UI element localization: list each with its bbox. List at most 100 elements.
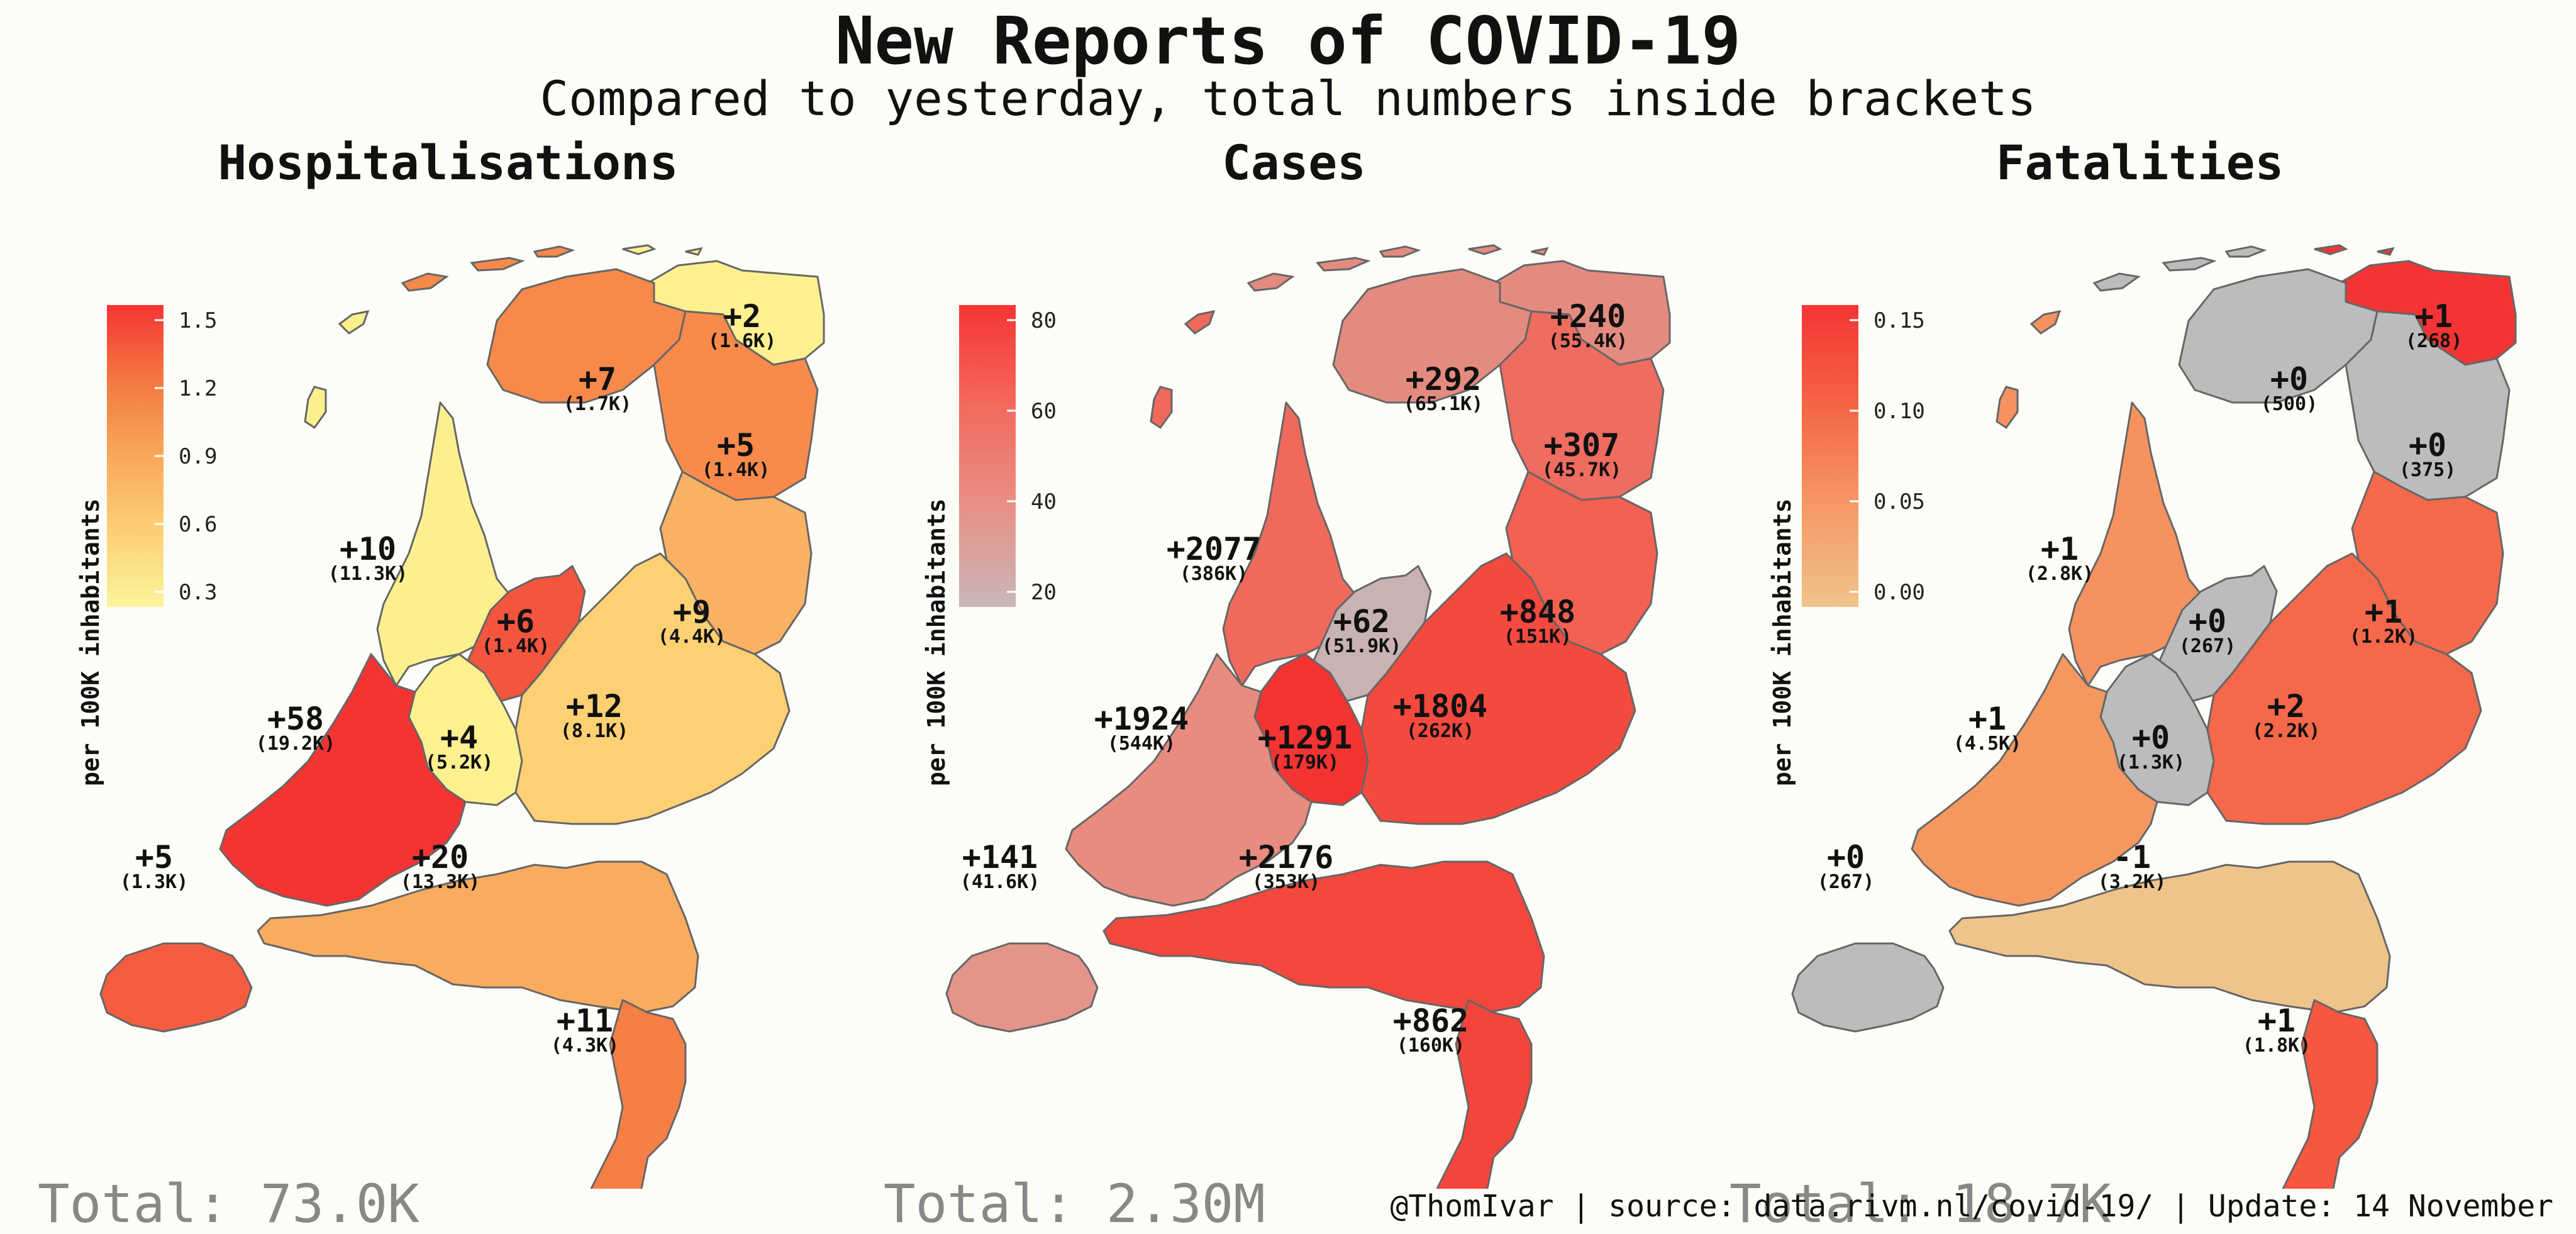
region-value-utrecht: +1291	[1258, 720, 1353, 756]
region-value-friesland: +0	[2270, 361, 2308, 397]
region-total-friesland: (65.1K)	[1404, 393, 1483, 415]
region-total-zuid-holland: (544K)	[1108, 733, 1175, 755]
region-total-friesland: (500)	[2261, 393, 2318, 415]
legend-title: per 100K inhabitants	[923, 498, 950, 786]
legend-colorbar	[107, 305, 164, 607]
province-noord-holland[interactable]	[1222, 401, 1369, 687]
legend-title: per 100K inhabitants	[77, 498, 104, 786]
legend-tick-label: 0.05	[1874, 489, 1925, 514]
region-value-zeeland: +141	[962, 839, 1038, 875]
region-value-drenthe: +5	[717, 427, 755, 464]
legend-tick-label: 0.10	[1874, 399, 1925, 424]
region-total-overijssel: (4.4K)	[658, 626, 726, 648]
region-value-drenthe: +0	[2409, 427, 2446, 464]
province-zeeland[interactable]	[1791, 942, 1945, 1033]
province-limburg[interactable]	[1412, 999, 1533, 1189]
region-value-flevoland: +0	[2189, 603, 2226, 640]
region-value-flevoland: +62	[1333, 603, 1390, 640]
province-zuid-holland[interactable]	[1065, 653, 1313, 907]
map-panel: Cases +240 (55.4K) +292 (65.1K) +307 (45.7K) +2…	[865, 126, 1723, 1234]
province-drenthe[interactable]	[1499, 310, 1665, 501]
region-total-gelderland: (2.2K)	[2252, 720, 2320, 742]
region-value-friesland: +292	[1406, 361, 1481, 397]
wadden-island	[622, 244, 657, 255]
wadden-island	[1150, 386, 1173, 430]
region-value-zeeland: +5	[135, 839, 173, 875]
region-total-zeeland: (267)	[1818, 871, 1874, 893]
province-zuid-holland[interactable]	[219, 653, 467, 907]
national-total: Total: 18.7K	[1729, 1173, 2111, 1234]
legend-tick-label: 0.15	[1874, 308, 1925, 333]
province-noord-brabant[interactable]	[257, 860, 699, 1014]
legend-tick-label: 1.2	[179, 376, 217, 401]
region-total-zeeland: (1.3K)	[120, 871, 188, 893]
province-gelderland[interactable]	[2206, 552, 2482, 825]
source-footer: @ThomIvar | source: data.rivm.nl/covid-1…	[1390, 1189, 2554, 1224]
province-drenthe[interactable]	[2345, 310, 2511, 501]
wadden-island	[2162, 257, 2217, 272]
wadden-island	[2029, 310, 2062, 335]
province-limburg[interactable]	[566, 999, 687, 1189]
wadden-island	[1184, 310, 1216, 335]
province-gelderland[interactable]	[514, 552, 791, 825]
wadden-island	[470, 257, 525, 272]
legend-tick-label: 80	[1031, 308, 1057, 333]
region-value-groningen: +240	[1550, 298, 1626, 335]
legend-tick-label: 20	[1031, 580, 1057, 605]
province-zuid-holland[interactable]	[1911, 653, 2158, 907]
province-limburg[interactable]	[2258, 999, 2379, 1189]
region-total-zuid-holland: (4.5K)	[1953, 733, 2021, 755]
region-total-limburg: (4.3K)	[551, 1035, 619, 1057]
region-total-drenthe: (45.7K)	[1542, 459, 1621, 481]
panel-title: Hospitalisations	[218, 135, 679, 191]
region-total-limburg: (1.8K)	[2243, 1035, 2311, 1057]
region-total-groningen: (268)	[2406, 330, 2462, 352]
province-zeeland[interactable]	[945, 942, 1099, 1033]
region-total-gelderland: (8.1K)	[560, 720, 628, 742]
province-noord-holland[interactable]	[2068, 401, 2215, 687]
wadden-island	[1379, 245, 1421, 258]
region-value-zuid-holland: +1924	[1094, 701, 1189, 737]
province-map: +240(55.4K)+292(65.1K)+307(45.7K)+2077(3…	[945, 244, 1671, 1189]
legend-colorbar	[1802, 305, 1858, 607]
region-value-overijssel: +848	[1500, 594, 1575, 630]
province-noord-holland[interactable]	[376, 401, 523, 687]
region-total-drenthe: (375)	[2399, 459, 2456, 481]
region-value-overijssel: +1	[2365, 594, 2402, 630]
region-value-noord-holland: +10	[340, 531, 396, 567]
region-value-gelderland: +12	[566, 688, 623, 725]
wadden-island	[1246, 272, 1295, 292]
region-value-limburg: +862	[1393, 1003, 1468, 1039]
region-total-noord-holland: (11.3K)	[328, 563, 408, 585]
region-value-gelderland: +2	[2267, 688, 2305, 725]
region-total-flevoland: (51.9K)	[1322, 635, 1401, 657]
region-total-flevoland: (1.4K)	[482, 635, 550, 657]
legend-tick-label: 0.3	[179, 580, 217, 605]
map-panel: Fatalities +1 (268) +0 (500) +0 (375) +1 (2.8K) +…	[1711, 126, 2569, 1234]
wadden-island	[533, 245, 575, 258]
province-noord-brabant[interactable]	[1102, 860, 1545, 1014]
wadden-island	[2377, 247, 2395, 256]
province-zeeland[interactable]	[99, 942, 253, 1033]
legend-tick-label: 0.00	[1874, 580, 1925, 605]
region-total-groningen: (1.6K)	[708, 330, 776, 352]
legend-title: per 100K inhabitants	[1768, 498, 1796, 786]
region-total-limburg: (160K)	[1397, 1035, 1465, 1057]
region-total-groningen: (55.4K)	[1548, 330, 1628, 352]
region-value-limburg: +11	[557, 1003, 613, 1039]
region-value-zuid-holland: +1	[1968, 701, 2006, 737]
wadden-island	[685, 247, 703, 256]
region-total-noord-holland: (2.8K)	[2026, 563, 2094, 585]
province-map: +1(268)+0(500)+0(375)+1(2.8K)+0(267)+1(1…	[1791, 244, 2517, 1189]
region-value-groningen: +2	[723, 298, 761, 335]
province-drenthe[interactable]	[653, 310, 819, 501]
province-gelderland[interactable]	[1360, 552, 1636, 825]
wadden-island	[304, 386, 327, 430]
province-noord-brabant[interactable]	[1948, 860, 2391, 1014]
wadden-island	[401, 272, 449, 292]
region-total-noord-brabant: (353K)	[1252, 871, 1320, 893]
region-total-zuid-holland: (19.2K)	[256, 733, 335, 755]
region-value-noord-brabant: +20	[412, 839, 469, 875]
region-total-gelderland: (262K)	[1406, 720, 1474, 742]
region-value-utrecht: +0	[2132, 720, 2170, 756]
